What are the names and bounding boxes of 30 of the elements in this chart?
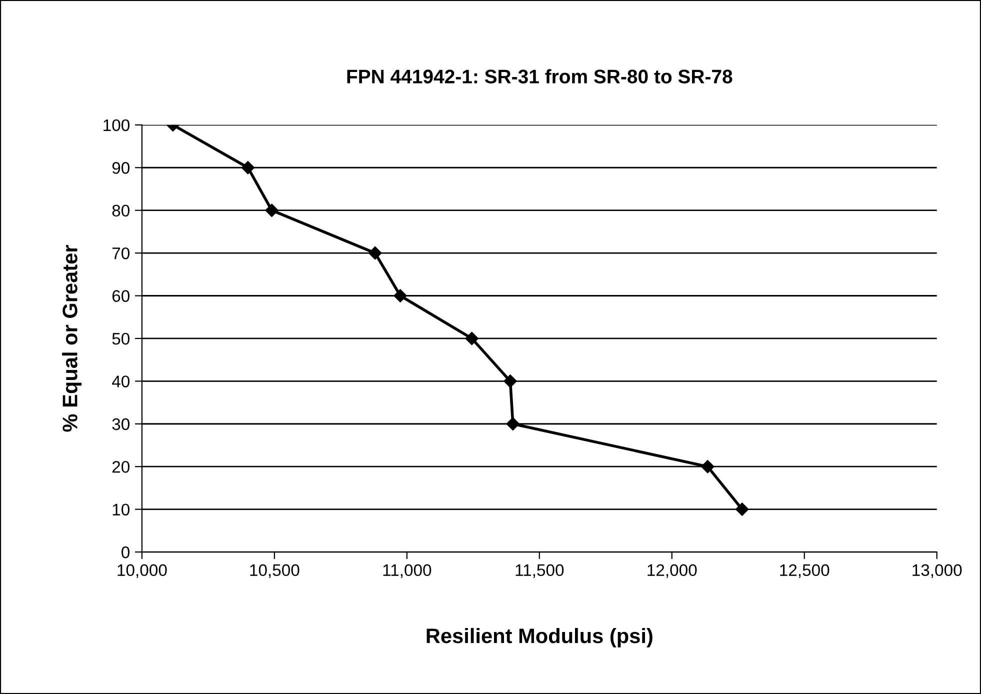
y-tick-label: 0 xyxy=(122,546,130,558)
y-tick-label: 30 xyxy=(112,418,130,430)
x-axis-title: Resilient Modulus (psi) xyxy=(426,628,652,648)
x-tick-label: 12,500 xyxy=(780,564,830,578)
point xyxy=(465,332,478,346)
y-tick-label: 100 xyxy=(104,119,130,132)
point xyxy=(701,460,714,474)
x-tick-label: 11,000 xyxy=(383,564,432,578)
point xyxy=(368,246,382,260)
y-tick-label: 50 xyxy=(112,332,130,345)
y-tick-label: 40 xyxy=(112,376,130,388)
point xyxy=(394,289,407,302)
point xyxy=(265,204,278,217)
x-tick-label: 10,000 xyxy=(118,564,167,578)
y-axis-title: % Equal or Greater xyxy=(62,244,82,432)
y-tick-label: 20 xyxy=(112,460,130,473)
y-tick-label: 10 xyxy=(112,504,130,516)
chart-title: FPN 441942-1: SR-31 from SR-80 to SR-78 xyxy=(347,69,732,84)
y-tick-label: 90 xyxy=(112,162,130,174)
point xyxy=(506,417,520,430)
point xyxy=(241,161,255,174)
point xyxy=(504,374,517,388)
x-tick-label: 10,500 xyxy=(250,564,300,578)
x-tick-label: 11,500 xyxy=(516,564,564,578)
point xyxy=(736,502,749,516)
x-tick-label: 13,000 xyxy=(912,564,962,578)
y-tick-label: 80 xyxy=(112,204,130,217)
x-tick-label: 12,000 xyxy=(648,564,697,578)
y-tick-label: 60 xyxy=(112,290,130,302)
y-tick-label: 70 xyxy=(112,247,130,260)
